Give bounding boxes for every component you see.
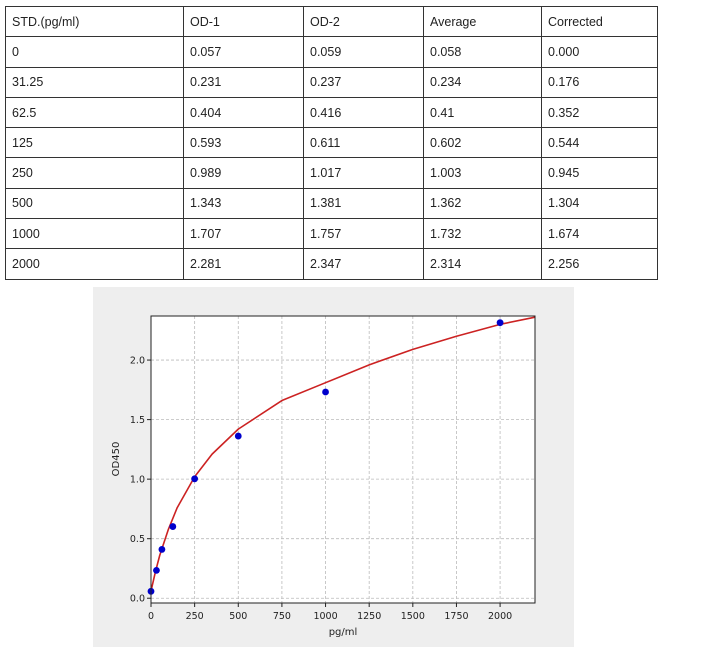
table-cell: 1.757 xyxy=(303,218,424,250)
table-cell: 1.362 xyxy=(423,187,542,220)
table-cell: 1.381 xyxy=(303,187,424,220)
table-row: 2000 2.281 2.347 2.314 2.256 xyxy=(5,248,658,280)
plot-frame xyxy=(150,315,536,604)
table-row: 500 1.343 1.381 1.362 1.304 xyxy=(5,187,658,220)
x-tick-label: 1250 xyxy=(357,611,381,622)
table-cell: 0.352 xyxy=(541,96,658,129)
y-tick-label: 1.5 xyxy=(130,415,145,426)
table-cell: 500 xyxy=(5,187,184,220)
data-points-layer xyxy=(147,319,504,595)
table-row: 31.25 0.231 0.237 0.234 0.176 xyxy=(5,66,658,98)
table-cell: 0.945 xyxy=(541,157,658,189)
header-od2: OD-2 xyxy=(303,5,424,38)
y-tick-label: 1.0 xyxy=(130,475,145,486)
data-point xyxy=(322,388,329,396)
table-header-row: STD.(pg/ml) OD-1 OD-2 Average Corrected xyxy=(5,5,658,38)
x-tick-label: 1500 xyxy=(401,611,425,622)
table-cell: 250 xyxy=(5,157,184,189)
y-axis-title: OD450 xyxy=(111,442,122,477)
table-cell: 1.017 xyxy=(303,157,424,189)
y-tick-label: 2.0 xyxy=(130,356,145,367)
table-cell: 0.231 xyxy=(183,66,304,98)
table-cell: 2.281 xyxy=(183,248,304,280)
standard-curve-chart: 0 250 500 750 1000 1250 1500 1750 2000 0.0 0.5 1.0… xyxy=(111,315,536,638)
table-cell: 0.000 xyxy=(541,36,658,68)
table-cell: 0.544 xyxy=(541,127,658,159)
plot-area xyxy=(151,316,535,603)
table-cell: 31.25 xyxy=(5,66,184,98)
table-cell: 2.347 xyxy=(303,248,424,280)
table-cell: 0 xyxy=(5,36,184,68)
table-cell: 1.343 xyxy=(183,187,304,220)
table-row: 250 0.989 1.017 1.003 0.945 xyxy=(5,157,658,189)
table-cell: 125 xyxy=(5,127,184,159)
table-row: 0 0.057 0.059 0.058 0.000 xyxy=(5,36,658,68)
y-tick-label: 0.5 xyxy=(130,534,145,545)
standard-table: STD.(pg/ml) OD-1 OD-2 Average Corrected … xyxy=(5,5,658,280)
table-row: 1000 1.707 1.757 1.732 1.674 xyxy=(5,218,658,250)
table-row: 62.5 0.404 0.416 0.41 0.352 xyxy=(5,96,658,129)
header-std: STD.(pg/ml) xyxy=(5,5,184,38)
table-cell: 0.416 xyxy=(303,96,424,129)
table-cell: 0.989 xyxy=(183,157,304,189)
header-od1: OD-1 xyxy=(183,5,304,38)
table-cell: 1.304 xyxy=(541,187,658,220)
y-axis-ticks: 0.0 0.5 1.0 1.5 2.0 xyxy=(130,356,151,605)
table-cell: 0.176 xyxy=(541,66,658,98)
data-point xyxy=(153,566,160,574)
table-cell: 0.058 xyxy=(423,36,542,68)
x-tick-label: 1000 xyxy=(313,611,337,622)
table-cell: 2000 xyxy=(5,248,184,280)
x-tick-label: 750 xyxy=(273,611,291,622)
header-corrected: Corrected xyxy=(541,5,658,38)
data-point xyxy=(191,475,199,483)
x-tick-label: 500 xyxy=(229,611,247,622)
x-tick-label: 2000 xyxy=(488,611,512,622)
x-tick-label: 250 xyxy=(186,611,204,622)
table-cell: 0.237 xyxy=(303,66,424,98)
table-cell: 2.256 xyxy=(541,248,658,280)
table-cell: 0.41 xyxy=(423,96,542,129)
table-cell: 0.593 xyxy=(183,127,304,159)
table-cell: 1000 xyxy=(5,218,184,250)
x-axis-title: pg/ml xyxy=(329,627,358,638)
table-cell: 0.057 xyxy=(183,36,304,68)
table-row: 125 0.593 0.611 0.602 0.544 xyxy=(5,127,658,159)
x-tick-label: 0 xyxy=(148,611,154,622)
table-cell: 1.003 xyxy=(423,157,542,189)
header-average: Average xyxy=(423,5,542,38)
table-cell: 0.602 xyxy=(423,127,542,159)
x-axis-ticks: 0 250 500 750 1000 1250 1500 1750 2000 xyxy=(148,603,512,622)
data-point xyxy=(234,432,242,440)
table-cell: 1.732 xyxy=(423,218,542,250)
table-cell: 2.314 xyxy=(423,248,542,280)
table-cell: 0.611 xyxy=(303,127,424,159)
y-tick-label: 0.0 xyxy=(130,594,145,605)
table-cell: 0.404 xyxy=(183,96,304,129)
chart-panel: 0 250 500 750 1000 1250 1500 1750 2000 0.0 0.5 1.0… xyxy=(93,287,574,647)
table-cell: 1.707 xyxy=(183,218,304,250)
x-tick-label: 1750 xyxy=(444,611,468,622)
table-cell: 0.059 xyxy=(303,36,424,68)
data-point xyxy=(158,546,166,553)
data-point xyxy=(169,523,177,530)
table-cell: 0.234 xyxy=(423,66,542,98)
table-cell: 62.5 xyxy=(5,96,184,129)
table-cell: 1.674 xyxy=(541,218,658,250)
data-point xyxy=(496,319,504,327)
